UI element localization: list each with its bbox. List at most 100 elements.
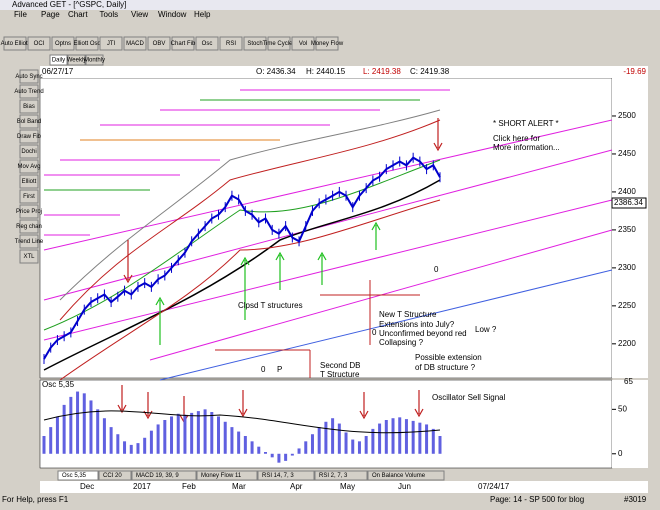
menu-item[interactable]: View bbox=[131, 10, 148, 19]
toolbar-button[interactable] bbox=[51, 36, 75, 51]
osc-bar bbox=[438, 436, 442, 454]
toolbar-label[interactable]: Dochi bbox=[21, 149, 36, 155]
annotation[interactable]: More information... bbox=[493, 143, 560, 152]
indicator-tab[interactable] bbox=[314, 470, 368, 481]
toolbar-label[interactable]: Time Cycles bbox=[263, 41, 296, 47]
toolbar-label[interactable]: First bbox=[23, 194, 35, 200]
indicator-tab[interactable] bbox=[131, 470, 197, 481]
osc-bar bbox=[418, 422, 422, 454]
x-tick-label: 2017 bbox=[133, 482, 151, 491]
toolbar-label[interactable]: MACD bbox=[126, 41, 144, 47]
toolbar-button[interactable] bbox=[19, 114, 39, 129]
period-tab[interactable] bbox=[49, 54, 68, 66]
price-axis bbox=[612, 66, 648, 378]
period-tab-label[interactable]: Daily bbox=[52, 58, 65, 64]
toolbar-label[interactable]: Reg chan bbox=[16, 224, 42, 230]
toolbar-button[interactable] bbox=[75, 36, 99, 51]
osc-bar bbox=[324, 421, 328, 454]
toolbar-button[interactable] bbox=[27, 36, 51, 51]
toolbar-button[interactable] bbox=[19, 189, 39, 204]
toolbar-label[interactable]: OBV bbox=[153, 41, 166, 47]
indicator-tab-label[interactable]: MACD 19, 39, 9 bbox=[136, 473, 179, 479]
toolbar-button[interactable] bbox=[19, 69, 39, 84]
osc-bar bbox=[357, 441, 361, 454]
period-tab-label[interactable]: Monthly bbox=[84, 58, 105, 64]
indicator-tab[interactable] bbox=[98, 470, 132, 481]
toolbar-button[interactable] bbox=[19, 159, 39, 174]
indicator-tab[interactable] bbox=[257, 470, 315, 481]
y-tick-label: 2300 bbox=[618, 263, 636, 272]
indicator-tab[interactable] bbox=[196, 470, 258, 481]
annotation[interactable]: Click here for bbox=[493, 134, 540, 143]
toolbar-button[interactable] bbox=[171, 36, 195, 51]
osc-bar bbox=[310, 434, 314, 454]
toolbar-button[interactable] bbox=[243, 36, 267, 51]
menu-item[interactable]: Chart bbox=[68, 10, 88, 19]
toolbar-label[interactable]: Bol Band bbox=[17, 119, 41, 125]
osc-bar bbox=[123, 441, 127, 454]
menu-item[interactable]: Tools bbox=[100, 10, 119, 19]
toolbar-button[interactable] bbox=[19, 144, 39, 159]
toolbar-button[interactable] bbox=[19, 219, 39, 234]
period-tab[interactable] bbox=[85, 54, 104, 66]
y-tick-label: 2200 bbox=[618, 339, 636, 348]
indicator-tab-label[interactable]: On Balance Volume bbox=[372, 473, 426, 479]
indicator-tab[interactable] bbox=[367, 470, 445, 481]
toolbar-label[interactable]: Mov Avg bbox=[18, 164, 41, 170]
annotation: 0 bbox=[434, 265, 439, 274]
toolbar-label[interactable]: Stoch bbox=[247, 41, 262, 47]
toolbar-button[interactable] bbox=[19, 174, 39, 189]
period-tab[interactable] bbox=[67, 54, 86, 66]
indicator-tab-label[interactable]: Money Flow 11 bbox=[201, 473, 242, 479]
toolbar-button[interactable] bbox=[147, 36, 171, 51]
toolbar-button[interactable] bbox=[219, 36, 243, 51]
indicator-tab[interactable] bbox=[57, 470, 99, 481]
toolbar-label[interactable]: Price Proj bbox=[16, 209, 42, 215]
toolbar-label[interactable]: Trend Line bbox=[15, 239, 44, 245]
menu-item[interactable]: File bbox=[14, 10, 27, 19]
toolbar-button[interactable] bbox=[123, 36, 147, 51]
indicator-tab-label[interactable]: RSI 2, 7, 3 bbox=[319, 473, 348, 479]
indicator-tab-label[interactable]: CCI 20 bbox=[103, 473, 122, 479]
toolbar-button[interactable] bbox=[19, 84, 39, 99]
menu-item[interactable]: Window bbox=[158, 10, 187, 19]
toolbar-button[interactable] bbox=[267, 36, 291, 51]
toolbar-label[interactable]: Money Flow bbox=[311, 41, 344, 47]
toolbar-label[interactable]: Elliott bbox=[22, 179, 37, 185]
toolbar-button[interactable] bbox=[291, 36, 315, 51]
toolbar-label[interactable]: Elliott Osc bbox=[73, 41, 100, 47]
toolbar-label[interactable]: Auto Trend bbox=[14, 89, 43, 95]
toolbar-label[interactable]: Vol bbox=[299, 41, 307, 47]
toolbar-label[interactable]: Chart Fib bbox=[171, 41, 196, 47]
toolbar-label[interactable]: Osc bbox=[202, 41, 213, 47]
period-tab-label[interactable]: Weekly bbox=[67, 58, 87, 64]
toolbar-button[interactable] bbox=[19, 204, 39, 219]
toolbar-button[interactable] bbox=[99, 36, 123, 51]
x-tick-label: Feb bbox=[182, 482, 196, 491]
osc-bar bbox=[163, 420, 167, 454]
toolbar-label[interactable]: Auto Elliott bbox=[1, 41, 30, 47]
toolbar-button[interactable] bbox=[19, 234, 39, 249]
menu-item[interactable]: Page bbox=[41, 10, 60, 19]
toolbar-label[interactable]: JTI bbox=[107, 41, 116, 47]
indicator-tab-label[interactable]: Osc 5,35 bbox=[62, 473, 87, 479]
toolbar-button[interactable] bbox=[19, 129, 39, 144]
osc-bar bbox=[384, 420, 388, 454]
menu-item[interactable]: Help bbox=[194, 10, 211, 19]
toolbar-label[interactable]: OCI bbox=[34, 41, 45, 47]
indicator-tab-label[interactable]: RSI 14, 7, 3 bbox=[262, 473, 294, 479]
toolbar-button[interactable] bbox=[19, 99, 39, 114]
toolbar-label[interactable]: Auto Sync bbox=[15, 74, 42, 80]
toolbar-label[interactable]: Bias bbox=[23, 104, 35, 110]
toolbar-label[interactable]: XTL bbox=[23, 254, 35, 260]
header-date: 06/27/17 bbox=[42, 67, 74, 76]
osc-bar bbox=[371, 428, 375, 454]
toolbar-button[interactable] bbox=[315, 36, 339, 51]
toolbar-label[interactable]: Draw Fib bbox=[17, 134, 42, 140]
toolbar-label[interactable]: RSI bbox=[226, 41, 236, 47]
toolbar-button[interactable] bbox=[3, 36, 27, 51]
annotation: 0 bbox=[261, 365, 266, 374]
toolbar-button[interactable] bbox=[195, 36, 219, 51]
toolbar-button[interactable] bbox=[19, 249, 39, 264]
toolbar-label[interactable]: Optns bbox=[55, 41, 71, 47]
